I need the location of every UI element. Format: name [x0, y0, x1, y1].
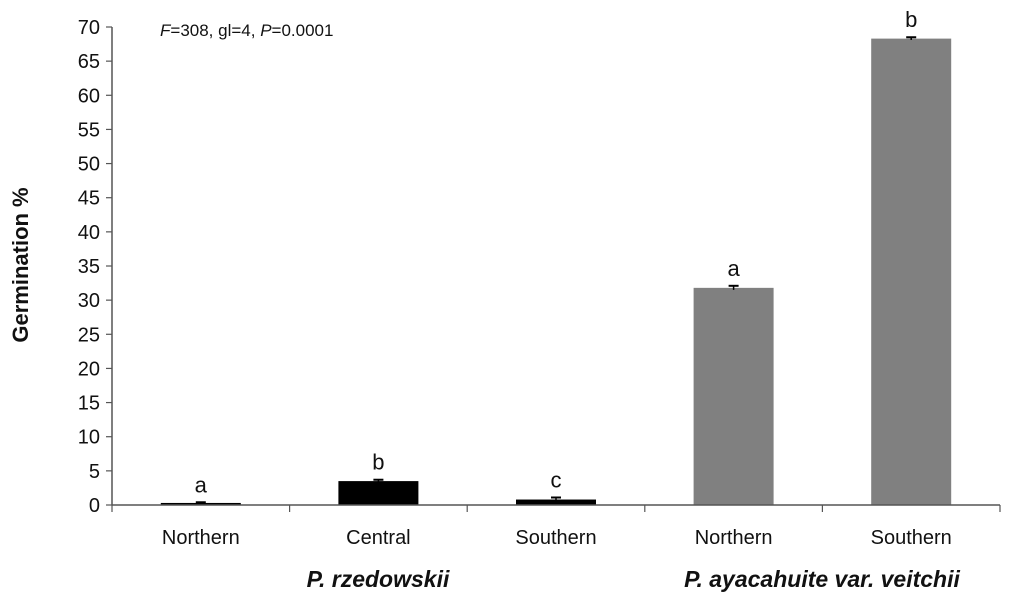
significance-letter: a — [195, 472, 208, 497]
bar — [693, 287, 774, 505]
statistics-annotation: F=308, gl=4, P=0.0001 — [160, 21, 333, 40]
p-value-text: =0.0001 — [272, 21, 334, 40]
bar — [160, 502, 241, 505]
significance-letter: c — [551, 467, 562, 492]
f-stat-text: =308, gl=4, — [170, 21, 260, 40]
y-axis-ticks: 0 5 10 15 20 25 30 35 40 45 50 55 60 65 70 — [78, 17, 113, 517]
f-symbol: F — [160, 21, 172, 40]
x-category-label: Southern — [515, 527, 596, 549]
x-category-label: Northern — [695, 527, 773, 549]
y-tick-label: 70 — [78, 17, 100, 39]
x-category-label: Northern — [162, 527, 240, 549]
bar — [516, 499, 596, 505]
y-tick-label: 20 — [78, 358, 100, 380]
y-tick-label: 60 — [78, 85, 100, 107]
significance-letter: b — [372, 450, 384, 475]
y-tick-label: 40 — [78, 222, 100, 244]
significance-letter: a — [727, 256, 740, 281]
y-tick-label: 30 — [78, 290, 100, 312]
y-tick-label: 45 — [78, 188, 100, 210]
y-tick-label: 15 — [78, 393, 100, 415]
group-label-p-rzedowskii: P. rzedowskii — [307, 566, 450, 592]
x-axis: Northern Central Southern Northern Southern — [111, 504, 1001, 549]
y-tick-label: 50 — [78, 154, 100, 176]
p-symbol: P — [260, 21, 272, 40]
y-tick-label: 55 — [78, 119, 100, 141]
x-category-label: Central — [346, 527, 410, 549]
y-tick-label: 10 — [78, 427, 100, 449]
y-axis-label: Germination % — [8, 187, 33, 342]
y-tick-label: 0 — [89, 495, 100, 517]
y-tick-label: 35 — [78, 256, 100, 278]
y-tick-label: 65 — [78, 51, 100, 73]
y-tick-label: 25 — [78, 324, 100, 346]
group-label-species: P. ayacahuite — [684, 566, 828, 592]
bars: a b c a b — [160, 7, 952, 505]
group-label-p-ayacahuite: P. ayacahuite var. veitchii — [684, 566, 960, 592]
significance-letter: b — [905, 7, 917, 32]
bar — [338, 481, 419, 505]
y-tick-label: 5 — [89, 461, 100, 483]
x-category-label: Southern — [871, 527, 952, 549]
group-label-variety: var. veitchii — [828, 566, 960, 592]
bar — [871, 38, 952, 505]
